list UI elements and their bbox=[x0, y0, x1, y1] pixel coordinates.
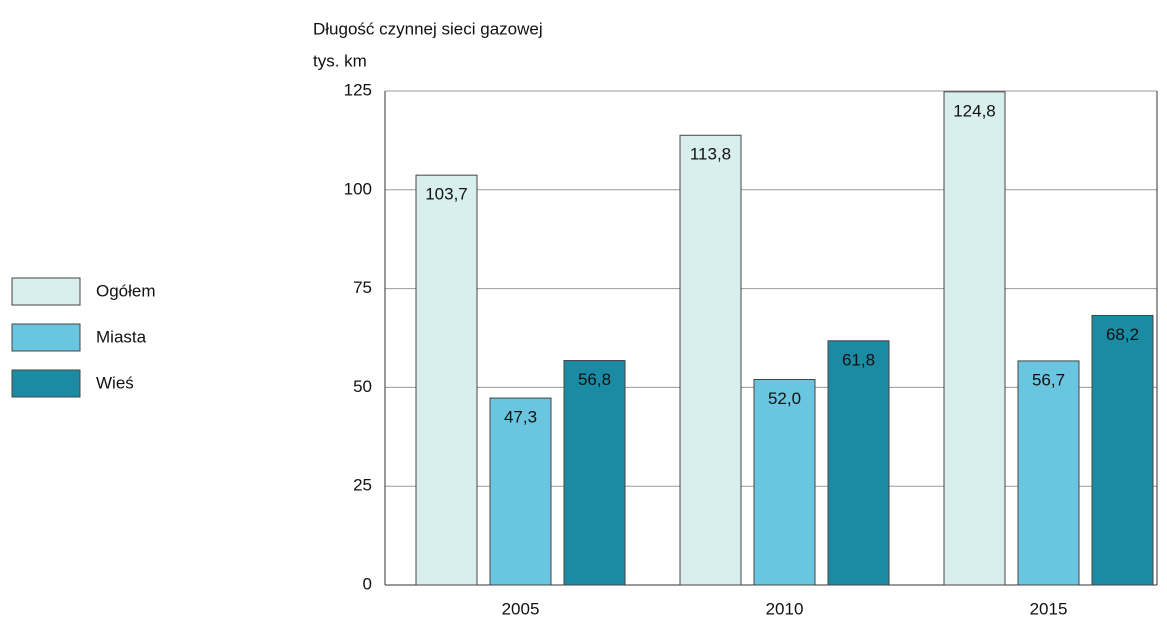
y-tick-label: 75 bbox=[353, 278, 372, 297]
chart-title: Długość czynnej sieci gazowej bbox=[313, 19, 543, 38]
bar bbox=[489, 397, 552, 586]
y-axis-label: tys. km bbox=[313, 51, 367, 70]
legend-swatch bbox=[11, 277, 81, 306]
bar bbox=[563, 360, 626, 586]
value-label: 124,8 bbox=[953, 101, 996, 120]
legend-label: Miasta bbox=[96, 327, 147, 346]
bar bbox=[753, 378, 816, 586]
x-tick-label: 2005 bbox=[502, 599, 540, 618]
legend-swatch bbox=[11, 323, 81, 352]
bar bbox=[1091, 314, 1154, 586]
value-label: 56,7 bbox=[1032, 370, 1065, 389]
bar bbox=[1017, 360, 1080, 586]
bar bbox=[415, 174, 478, 586]
x-tick-label: 2010 bbox=[766, 599, 804, 618]
bar bbox=[827, 340, 890, 586]
value-label: 113,8 bbox=[690, 145, 731, 164]
bar bbox=[679, 134, 742, 586]
legend-swatch bbox=[11, 369, 81, 398]
value-label: 56,8 bbox=[578, 370, 611, 389]
value-label: 61,8 bbox=[842, 350, 875, 369]
y-tick-label: 0 bbox=[363, 574, 372, 593]
value-label: 52,0 bbox=[768, 389, 801, 408]
bar bbox=[943, 91, 1006, 586]
value-label: 103,7 bbox=[425, 185, 468, 204]
value-label: 68,2 bbox=[1106, 325, 1139, 344]
legend-label: Ogółem bbox=[96, 281, 156, 300]
value-label: 47,3 bbox=[504, 408, 537, 427]
y-tick-label: 125 bbox=[344, 80, 372, 99]
x-tick-label: 2015 bbox=[1030, 599, 1068, 618]
y-tick-label: 50 bbox=[353, 377, 372, 396]
legend-label: Wieś bbox=[96, 373, 134, 392]
y-tick-label: 25 bbox=[353, 476, 372, 495]
y-tick-label: 100 bbox=[344, 179, 372, 198]
